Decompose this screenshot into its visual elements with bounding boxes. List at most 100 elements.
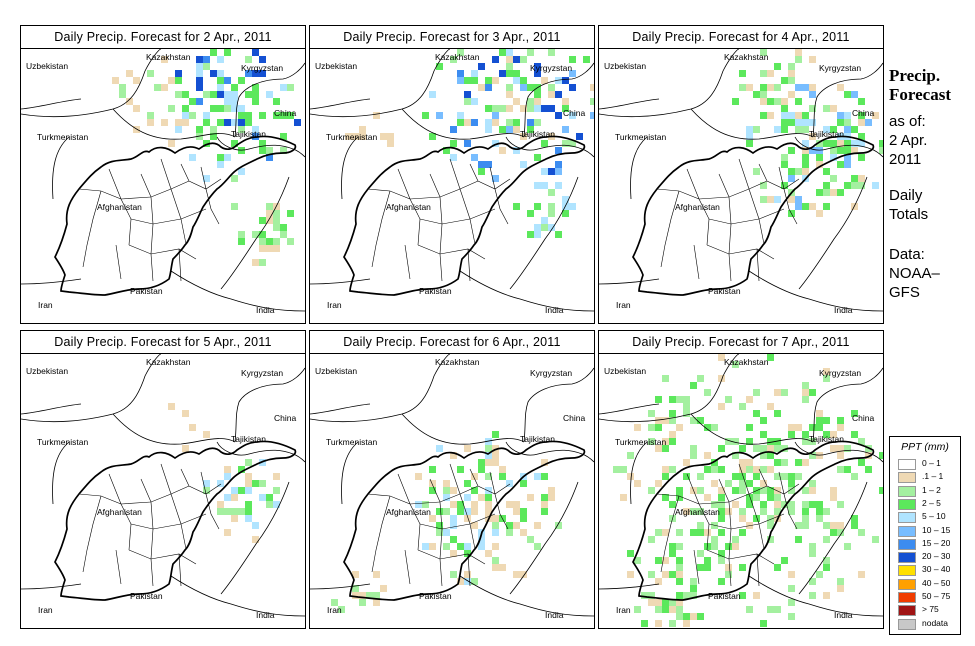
precip-cell <box>217 56 224 63</box>
precip-cell <box>203 119 210 126</box>
precip-cell <box>245 508 252 515</box>
legend-label: 50 – 75 <box>922 591 951 601</box>
precip-cell <box>175 70 182 77</box>
legend-label: 10 – 15 <box>922 524 951 535</box>
precip-cell <box>224 119 231 126</box>
precip-cell <box>273 224 280 231</box>
precip-cell <box>259 140 266 147</box>
legend-swatch <box>898 605 916 617</box>
precip-cell <box>245 487 252 494</box>
precip-cell <box>844 147 851 154</box>
precip-cell <box>161 84 168 91</box>
precip-cell <box>534 543 541 550</box>
precip-cell <box>471 70 478 77</box>
precip-cell <box>795 49 802 56</box>
precip-cell <box>133 77 140 84</box>
precip-cell <box>527 119 534 126</box>
precip-cell <box>266 238 273 245</box>
precip-cell <box>562 196 569 203</box>
precip-cell <box>690 417 697 424</box>
precip-cell <box>287 238 294 245</box>
precip-cell <box>520 77 527 84</box>
precip-cell <box>443 494 450 501</box>
precip-cell <box>844 140 851 147</box>
precip-cell <box>280 133 287 140</box>
precip-cell <box>802 396 809 403</box>
precip-cell <box>217 119 224 126</box>
precip-cell <box>548 105 555 112</box>
precip-cell <box>613 466 620 473</box>
precip-cell <box>555 182 562 189</box>
precip-cell <box>478 84 485 91</box>
panel-title: Daily Precip. Forecast for 7 Apr., 2011 <box>599 331 883 354</box>
precip-cell <box>634 424 641 431</box>
precip-cell <box>196 126 203 133</box>
precip-cell <box>823 189 830 196</box>
precip-cell <box>781 77 788 84</box>
precip-cell <box>816 417 823 424</box>
precip-cell <box>280 231 287 238</box>
precip-cell <box>485 161 492 168</box>
precip-cell <box>872 536 879 543</box>
precip-cell <box>450 522 457 529</box>
precip-cell <box>711 480 718 487</box>
precip-cell <box>513 119 520 126</box>
precip-cell <box>203 63 210 70</box>
precip-cells <box>168 403 280 543</box>
precip-cell <box>872 112 879 119</box>
precip-cell <box>273 238 280 245</box>
precip-cell <box>520 571 527 578</box>
precip-cell <box>366 592 373 599</box>
precip-cell <box>781 154 788 161</box>
precip-cell <box>781 112 788 119</box>
precip-cell <box>697 522 704 529</box>
precip-cell <box>513 77 520 84</box>
precip-cell <box>753 389 760 396</box>
precip-cell <box>746 494 753 501</box>
precip-cell <box>830 487 837 494</box>
precip-cell <box>471 154 478 161</box>
precip-cell <box>739 480 746 487</box>
side-title-line2: Forecast <box>889 85 951 104</box>
precip-cell <box>655 620 662 627</box>
precip-cell <box>739 459 746 466</box>
precip-cell <box>499 70 506 77</box>
precip-cell <box>231 91 238 98</box>
precip-cell <box>520 161 527 168</box>
precip-cell <box>683 459 690 466</box>
precip-cell <box>823 375 830 382</box>
precip-cell <box>352 571 359 578</box>
precip-cell <box>506 70 513 77</box>
legend-item: 30 – 40 <box>898 564 958 577</box>
precip-cell <box>492 557 499 564</box>
precip-cell <box>816 210 823 217</box>
precip-cell <box>725 480 732 487</box>
precip-cell <box>620 466 627 473</box>
precip-cell <box>450 550 457 557</box>
legend-item: 20 – 30 <box>898 551 958 564</box>
precip-cell <box>746 438 753 445</box>
precip-cell <box>760 49 767 56</box>
precip-cell <box>774 459 781 466</box>
precip-cell <box>669 396 676 403</box>
precip-cell <box>252 98 259 105</box>
precip-cell <box>760 620 767 627</box>
precip-cell <box>506 84 513 91</box>
precip-cell <box>774 98 781 105</box>
precip-cell <box>245 119 252 126</box>
precip-cell <box>781 182 788 189</box>
precip-cell <box>429 487 436 494</box>
precip-cell <box>844 119 851 126</box>
data-source-line3: GFS <box>889 284 920 301</box>
precip-cell <box>541 459 548 466</box>
precip-cell <box>746 424 753 431</box>
precip-cell <box>231 508 238 515</box>
precip-cell <box>725 543 732 550</box>
precip-cell <box>753 466 760 473</box>
precip-cell <box>662 494 669 501</box>
precip-cell <box>147 119 154 126</box>
svg-text:Kyrgyzstan: Kyrgyzstan <box>530 63 572 73</box>
precip-cell <box>541 508 548 515</box>
precip-cell <box>217 91 224 98</box>
precip-cell <box>837 452 844 459</box>
